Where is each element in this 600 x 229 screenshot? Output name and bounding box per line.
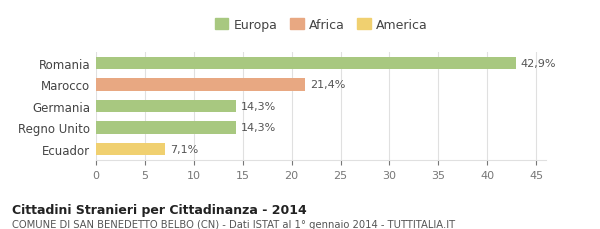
Text: 21,4%: 21,4%	[310, 80, 346, 90]
Bar	[96, 143, 166, 155]
Bar	[96, 57, 515, 70]
Bar	[96, 122, 236, 134]
Text: Cittadini Stranieri per Cittadinanza - 2014: Cittadini Stranieri per Cittadinanza - 2…	[12, 203, 307, 216]
Text: 14,3%: 14,3%	[241, 123, 276, 133]
Text: 7,1%: 7,1%	[170, 144, 199, 154]
Bar	[96, 100, 236, 113]
Text: COMUNE DI SAN BENEDETTO BELBO (CN) - Dati ISTAT al 1° gennaio 2014 - TUTTITALIA.: COMUNE DI SAN BENEDETTO BELBO (CN) - Dat…	[12, 219, 455, 229]
Text: 14,3%: 14,3%	[241, 101, 276, 112]
Bar	[96, 79, 305, 91]
Legend: Europa, Africa, America: Europa, Africa, America	[209, 14, 433, 37]
Text: 42,9%: 42,9%	[521, 59, 556, 69]
